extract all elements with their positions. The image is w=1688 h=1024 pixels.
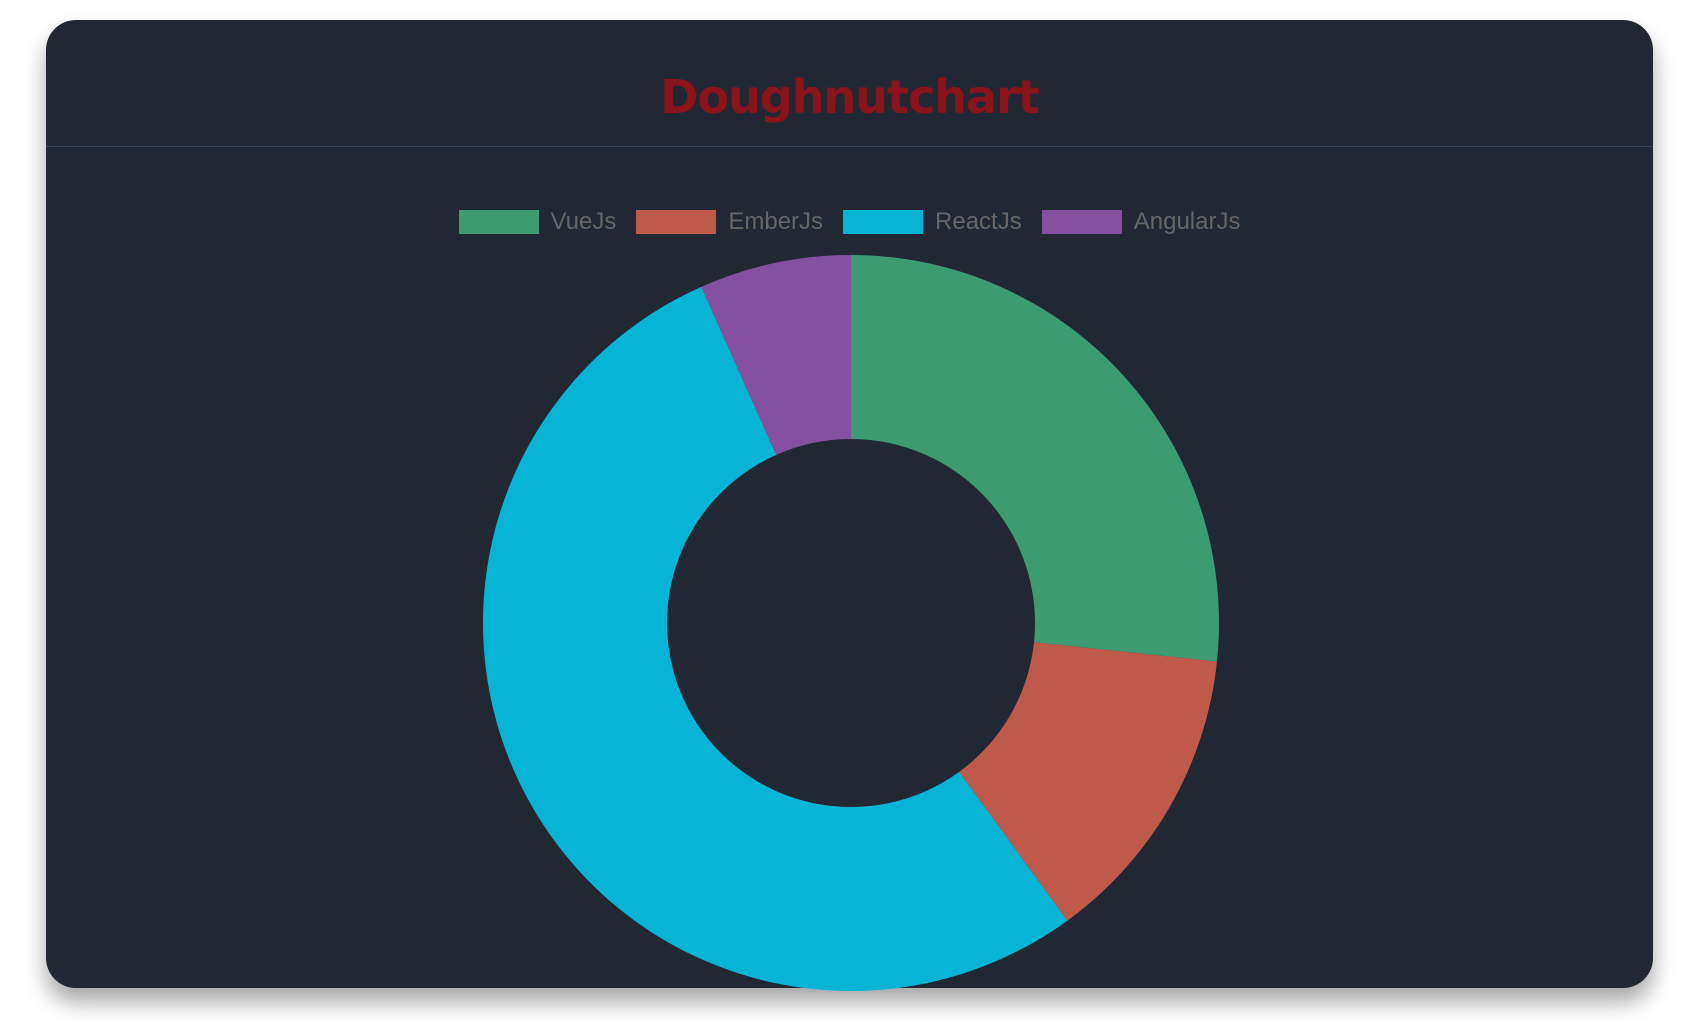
header-divider — [46, 146, 1653, 147]
slice-emberjs[interactable] — [959, 642, 1217, 921]
slice-vuejs[interactable] — [851, 255, 1219, 662]
legend-item-reactjs[interactable]: ReactJs — [843, 208, 1022, 236]
legend-swatch — [636, 210, 717, 234]
legend-swatch — [458, 210, 539, 234]
legend-label: VueJs — [550, 208, 617, 235]
legend-label: AngularJs — [1133, 208, 1241, 235]
legend-label: ReactJs — [935, 208, 1022, 235]
legend-label: EmberJs — [728, 208, 824, 235]
legend-swatch — [843, 210, 924, 234]
legend-swatch — [1041, 210, 1122, 234]
legend-item-angularjs[interactable]: AngularJs — [1041, 208, 1241, 236]
slice-reactjs[interactable] — [483, 286, 1068, 991]
legend-item-emberjs[interactable]: EmberJs — [636, 208, 823, 236]
legend: VueJs EmberJs ReactJs AngularJs — [46, 208, 1653, 236]
chart-title: Doughnutchart — [660, 70, 1039, 124]
slice-angularjs[interactable] — [701, 255, 851, 455]
legend-item-vuejs[interactable]: VueJs — [458, 208, 617, 236]
